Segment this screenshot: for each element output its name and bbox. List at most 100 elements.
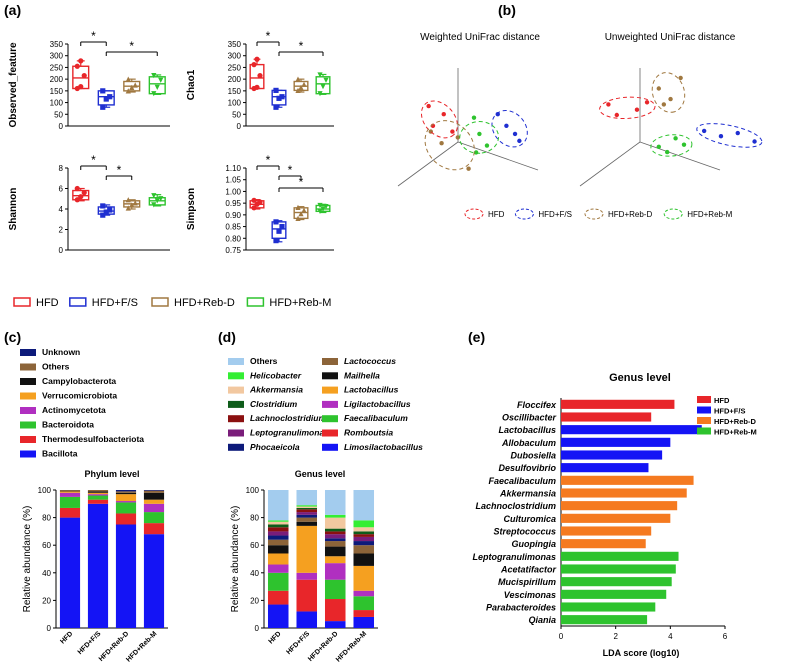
legend-label: Others: [250, 356, 278, 366]
bar-segment: [115, 524, 137, 628]
legend-swatch: [228, 386, 244, 394]
x-tick-label: 0: [559, 632, 564, 641]
lda-bar: [561, 513, 671, 523]
y-axis-label: Relative abundance (%): [230, 506, 241, 613]
pcoa-point: [673, 136, 678, 141]
legend-swatch: [20, 392, 36, 400]
y-tick-label: 0: [255, 624, 260, 633]
data-point: [273, 104, 279, 110]
legend-swatch: [322, 400, 338, 408]
bar-segment: [267, 527, 289, 532]
y-tick-label: 60: [250, 541, 259, 550]
panel-label-a: (a): [4, 2, 21, 18]
data-point: [103, 96, 109, 102]
chart-title: Genus level: [609, 372, 671, 384]
bar-segment: [87, 503, 109, 628]
x-tick-label: 4: [668, 632, 673, 641]
data-point: [125, 76, 131, 82]
legend-swatch: [228, 429, 244, 437]
legend-label: HFD+Reb-D: [174, 297, 235, 309]
bar-segment: [143, 523, 165, 535]
bar-segment: [296, 490, 318, 506]
bar-segment: [353, 616, 375, 628]
bar-segment: [267, 545, 289, 554]
lda-category-label: Desulfovibrio: [498, 463, 556, 473]
data-point: [151, 73, 157, 79]
panel-label-c: (c): [4, 329, 21, 345]
pcoa-cluster-ellipse: [696, 123, 763, 148]
box: [97, 90, 115, 106]
lda-bar: [561, 399, 675, 409]
bar-segment: [324, 546, 346, 557]
legend-swatch: [663, 208, 683, 220]
y-tick-label: 250: [50, 63, 64, 72]
data-point: [317, 202, 323, 209]
y-tick-label: 100: [38, 486, 52, 495]
legend-swatch: [20, 450, 36, 458]
pcoa-axis: [397, 141, 459, 187]
bar-segment: [296, 509, 318, 513]
pcoa-point: [681, 142, 687, 147]
lda-category-label: Oscillibacter: [502, 413, 557, 423]
panel-label-b: (b): [498, 2, 516, 18]
data-point: [100, 203, 106, 209]
bar-segment: [87, 492, 109, 495]
pcoa-point: [665, 149, 670, 155]
y-tick-label: 350: [228, 40, 242, 49]
bar-segment: [143, 534, 165, 628]
y-tick-label: 50: [54, 110, 63, 119]
lda-category-label: Streptococcus: [493, 527, 556, 537]
bar-segment: [59, 490, 81, 491]
data-point: [295, 87, 301, 93]
legend-swatch: [20, 378, 36, 385]
lda-category-label: Lactobacillus: [498, 425, 556, 435]
data-point: [74, 197, 80, 203]
y-tick-label: 150: [228, 87, 242, 96]
pcoa-cluster-ellipse: [459, 121, 500, 154]
lda-category-label: Leptogranulimonas: [472, 552, 556, 562]
pcoa-point: [512, 131, 518, 137]
bar-segment: [143, 490, 165, 491]
bar-segment: [296, 517, 318, 522]
significance-star: *: [288, 163, 293, 177]
y-tick-label: 40: [42, 569, 51, 578]
bar-segment: [324, 621, 346, 628]
legend-label: Phocaeicola: [250, 442, 300, 452]
pcoa-point: [426, 103, 431, 109]
pcoa-plot-1: Weighted UniFrac distance: [397, 32, 540, 187]
box: [148, 76, 166, 95]
pcoa-point: [656, 86, 661, 91]
legend-swatch: [228, 400, 244, 408]
pcoa-point: [661, 102, 667, 107]
legend-label: HFD+Reb-D: [714, 417, 756, 426]
y-tick-label: 80: [42, 514, 51, 523]
bar-segment: [59, 491, 81, 493]
pcoa-point: [517, 138, 522, 144]
legend-c: Unknown Others Campylobacterota Verrucomicr…: [20, 347, 144, 459]
data-point: [151, 202, 157, 208]
legend-swatch: [151, 297, 169, 307]
legend-label: Campylobacterota: [42, 376, 116, 386]
lda-category-label: Lachnoclostridium: [475, 501, 556, 511]
data-point: [317, 91, 323, 97]
y-tick-label: 0: [59, 122, 64, 131]
pcoa-point: [656, 144, 661, 149]
panel-label-e: (e): [468, 329, 485, 345]
lda-bar: [561, 526, 652, 536]
lda-chart: Genus level 0 2 4 6 LDA score (log10) Floccife…: [472, 372, 727, 658]
data-point: [317, 72, 323, 78]
y-axis-label: Chao1: [186, 69, 197, 100]
data-point: [125, 197, 131, 203]
legend-swatch: [322, 429, 338, 437]
legend-swatch: [322, 443, 338, 451]
pcoa-cluster-ellipse: [599, 96, 656, 120]
lda-bar: [561, 488, 687, 498]
data-point: [74, 63, 80, 69]
data-point: [129, 84, 135, 90]
bar-segment: [267, 531, 289, 536]
legend-label: Lactococcus: [344, 356, 396, 366]
data-point: [107, 94, 113, 100]
data-point: [273, 219, 279, 225]
legend-label: Lachnoclostridium: [250, 413, 326, 423]
legend-label: HFD+F/S: [538, 210, 572, 219]
